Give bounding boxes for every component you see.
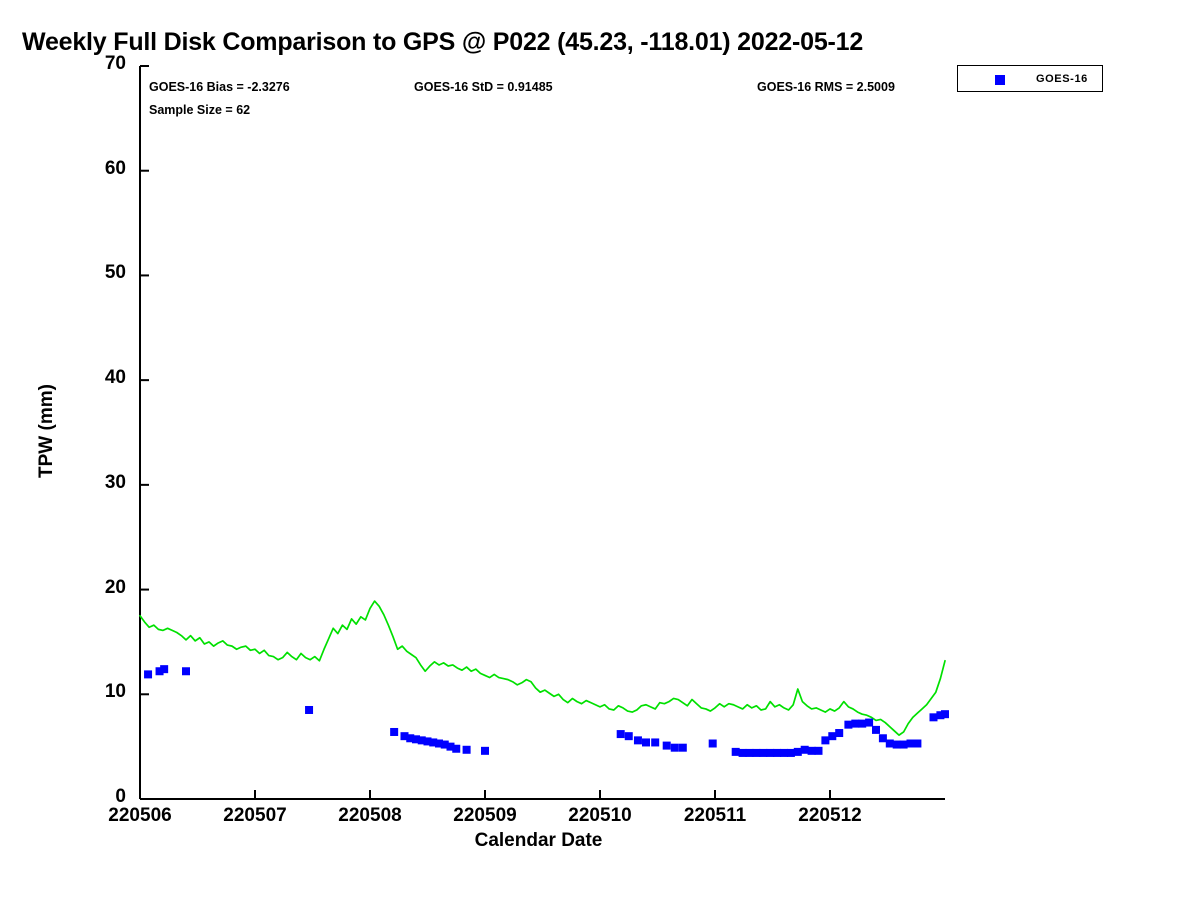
data-point-marker — [766, 748, 775, 757]
page-title: Weekly Full Disk Comparison to GPS @ P02… — [22, 28, 864, 56]
data-point-marker — [759, 748, 768, 757]
data-point-marker — [435, 739, 443, 748]
data-point-marker — [878, 734, 887, 743]
data-point-marker — [858, 719, 867, 728]
legend-label-goes16: GOES-16 — [1036, 73, 1088, 85]
data-point-marker — [633, 736, 642, 745]
legend: GOES-16 — [957, 65, 1103, 92]
data-point-marker — [906, 739, 915, 748]
data-point-marker — [642, 738, 650, 747]
data-point-marker — [616, 730, 625, 739]
data-point-marker — [780, 748, 788, 757]
goes16-series-markers — [144, 665, 949, 757]
data-point-marker — [429, 738, 438, 747]
data-point-marker — [305, 705, 314, 714]
data-point-marker — [752, 748, 761, 757]
data-point-marker — [800, 745, 809, 754]
data-point-marker — [651, 738, 660, 747]
x-tick-label: 220509 — [453, 805, 517, 826]
data-point-marker — [731, 747, 740, 756]
data-point-marker — [440, 740, 449, 749]
data-point-marker — [446, 742, 455, 751]
data-point-marker — [624, 732, 633, 741]
data-point-marker — [814, 746, 823, 755]
stat-bias: GOES-16 Bias = -2.3276 — [149, 80, 290, 94]
data-point-marker — [835, 729, 844, 738]
y-tick-label: 70 — [104, 53, 126, 74]
data-point-marker — [821, 736, 830, 745]
data-point-marker — [773, 748, 782, 757]
stat-rms: GOES-16 RMS = 2.5009 — [757, 80, 895, 94]
x-tick-label: 220507 — [223, 805, 287, 826]
data-point-marker — [941, 710, 949, 719]
x-axis-ticks — [139, 790, 831, 799]
data-point-marker — [390, 727, 399, 736]
data-point-marker — [412, 735, 420, 744]
data-point-marker — [678, 743, 687, 752]
data-point-marker — [899, 740, 908, 749]
data-point-marker — [144, 670, 153, 679]
data-point-marker — [872, 725, 880, 734]
data-point-marker — [182, 667, 190, 676]
data-point-marker — [406, 734, 415, 743]
data-point-marker — [155, 667, 164, 676]
stat-sample-size: Sample Size = 62 — [149, 103, 251, 117]
data-point-marker — [828, 732, 837, 741]
data-point-marker — [423, 737, 432, 746]
data-point-marker — [786, 748, 795, 757]
data-point-marker — [160, 665, 169, 674]
data-point-marker — [708, 739, 717, 748]
x-tick-label: 220506 — [108, 805, 172, 826]
y-tick-label: 50 — [104, 262, 126, 284]
axis-lines — [139, 66, 945, 800]
data-point-marker — [929, 713, 938, 722]
y-tick-label: 30 — [104, 471, 126, 493]
y-axis-title: TPW (mm) — [36, 384, 57, 478]
data-point-marker — [844, 720, 853, 729]
data-point-marker — [892, 740, 901, 749]
data-point-marker — [851, 719, 860, 728]
y-tick-label: 40 — [104, 367, 126, 389]
data-point-marker — [807, 746, 816, 755]
data-point-marker — [738, 748, 747, 757]
data-point-marker — [400, 732, 409, 741]
y-tick-label: 20 — [104, 576, 126, 598]
data-point-marker — [662, 741, 671, 750]
data-point-marker — [936, 711, 945, 720]
data-point-marker — [481, 746, 489, 755]
legend-swatch-goes16 — [995, 75, 1005, 85]
x-tick-label: 220508 — [338, 805, 402, 826]
data-point-marker — [865, 718, 874, 727]
x-tick-label: 220512 — [798, 805, 862, 826]
x-tick-label: 220510 — [568, 805, 632, 826]
data-point-marker — [913, 739, 922, 748]
y-axis-ticks — [140, 65, 149, 800]
gps-series-line — [139, 600, 946, 736]
data-point-marker — [462, 745, 471, 754]
data-point-marker — [670, 743, 679, 752]
y-tick-label: 10 — [104, 681, 126, 703]
data-point-marker — [452, 744, 461, 753]
y-tick-label: 60 — [104, 157, 126, 179]
data-point-marker — [745, 748, 754, 757]
x-tick-label: 220511 — [683, 805, 747, 826]
data-point-marker — [417, 736, 426, 745]
x-axis-title: Calendar Date — [474, 830, 603, 851]
y-tick-label: 0 — [115, 786, 126, 807]
data-point-marker — [885, 739, 894, 748]
data-point-marker — [793, 747, 802, 756]
stat-std: GOES-16 StD = 0.91485 — [414, 80, 553, 94]
